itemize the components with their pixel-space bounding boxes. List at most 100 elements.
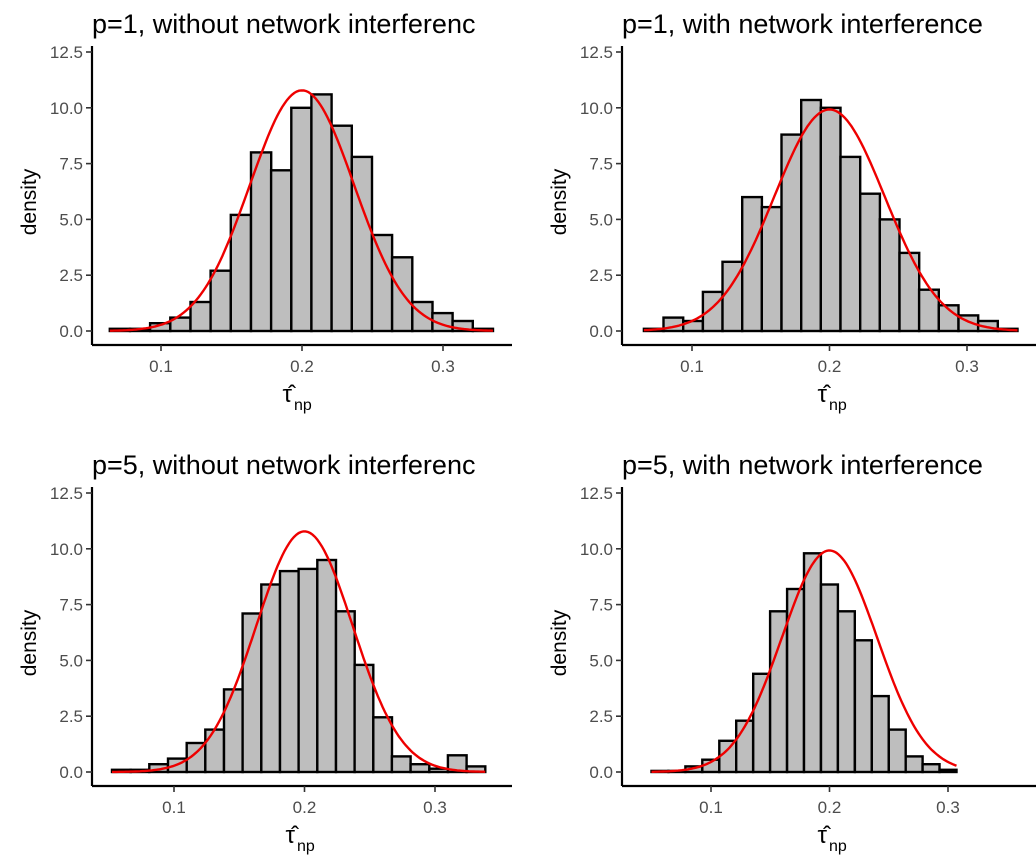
x-tick-label: 0.1 — [149, 357, 173, 376]
histogram-bar — [446, 754, 468, 774]
y-tick-label: 0.0 — [59, 763, 83, 782]
axes-group: 0.0 2.5 5.0 7.5 10.0 12.5 0.1 0.2 0.3 — [50, 484, 512, 817]
y-tick-label: 2.5 — [589, 266, 613, 285]
histogram-bar — [278, 569, 300, 774]
histogram-bar — [760, 205, 783, 333]
x-tick-label: 0.3 — [936, 798, 960, 817]
histogram-bar — [334, 610, 356, 774]
x-tick-label: 0.2 — [290, 357, 314, 376]
density-curve — [112, 530, 486, 774]
y-tick-label: 2.5 — [59, 707, 83, 726]
histogram-bar — [353, 663, 375, 774]
x-tick-label: 0.2 — [293, 798, 317, 817]
histogram-bar — [290, 106, 313, 333]
x-axis-label-subscript: np — [829, 838, 847, 855]
x-axis-label-subscript: np — [297, 838, 315, 855]
histogram-bar — [409, 763, 431, 774]
histogram-bar — [222, 688, 244, 774]
histogram-bar — [372, 716, 394, 774]
histogram-bar — [350, 155, 374, 333]
y-axis-label: density — [548, 168, 571, 235]
x-tick-label: 0.1 — [699, 798, 723, 817]
histogram-bar — [390, 755, 412, 774]
density-curve — [109, 89, 493, 332]
y-tick-label: 12.5 — [580, 484, 613, 503]
panel-p5-with: p=5, with network interference density 0… — [548, 450, 1036, 855]
y-tick-label: 10.0 — [580, 540, 613, 559]
y-tick-label: 0.0 — [589, 763, 613, 782]
x-tick-label: 0.3 — [431, 357, 455, 376]
y-tick-label: 2.5 — [59, 266, 83, 285]
x-tick-label: 0.3 — [423, 798, 447, 817]
histogram-bar — [269, 169, 293, 333]
histogram-bar — [310, 93, 333, 333]
panel-title: p=5, with network interference — [622, 450, 983, 480]
panel-p1-with: p=1, with network interference density 0… — [548, 9, 1036, 414]
y-tick-label: 10.0 — [580, 99, 613, 118]
histogram-bar — [752, 672, 772, 774]
histogram-bar — [768, 610, 789, 774]
x-axis-label-subscript: np — [294, 397, 312, 414]
y-tick-label: 5.0 — [59, 210, 83, 229]
x-tick-label: 0.3 — [955, 357, 979, 376]
histogram-bar — [802, 552, 823, 774]
histogram-bar — [249, 151, 273, 333]
y-tick-label: 7.5 — [589, 155, 613, 174]
y-tick-label: 7.5 — [589, 596, 613, 615]
histogram-bar — [887, 728, 907, 774]
bars-group — [108, 93, 495, 333]
histogram-bar — [189, 300, 212, 333]
histogram-bar — [718, 739, 738, 774]
histogram-bar — [780, 133, 803, 333]
y-axis-label: density — [18, 168, 41, 235]
histogram-bar — [878, 218, 901, 333]
histogram-bar — [260, 583, 282, 774]
y-tick-label: 10.0 — [50, 540, 83, 559]
panel-title: p=1, without network interferenc — [92, 9, 475, 39]
histogram-bar — [330, 124, 354, 333]
histogram-bar — [370, 233, 394, 333]
histogram-bar — [836, 610, 857, 774]
histogram-bar — [316, 558, 338, 774]
y-tick-label: 7.5 — [59, 155, 83, 174]
panel-title: p=1, with network interference — [622, 9, 983, 39]
x-axis-label-subscript: np — [829, 397, 847, 414]
histogram-bar — [451, 319, 475, 333]
y-axis-label: density — [18, 609, 41, 676]
x-tick-label: 0.2 — [818, 357, 842, 376]
y-tick-label: 12.5 — [50, 484, 83, 503]
histogram-bar — [819, 106, 842, 333]
histogram-bar — [819, 583, 840, 774]
y-axis-label: density — [548, 609, 571, 676]
y-tick-label: 12.5 — [50, 43, 83, 62]
y-tick-label: 7.5 — [59, 596, 83, 615]
bars-group — [642, 98, 1019, 333]
histogram-bar — [229, 213, 253, 333]
histogram-bar — [204, 728, 226, 774]
density-curve — [643, 108, 1018, 332]
y-tick-label: 5.0 — [59, 651, 83, 670]
density-curve — [651, 549, 957, 773]
x-tick-label: 0.1 — [162, 798, 186, 817]
histogram-bar — [297, 567, 319, 774]
histogram-bar — [904, 755, 924, 774]
y-tick-label: 5.0 — [589, 651, 613, 670]
y-tick-label: 5.0 — [589, 210, 613, 229]
axes-group: 0.0 2.5 5.0 7.5 10.0 12.5 0.1 0.2 0.3 — [580, 43, 1036, 376]
bars-group — [110, 558, 487, 774]
histogram-bar — [411, 300, 434, 333]
axes-group: 0.0 2.5 5.0 7.5 10.0 12.5 0.1 0.2 0.3 — [50, 43, 512, 376]
axes-group: 0.0 2.5 5.0 7.5 10.0 12.5 0.1 0.2 0.3 — [580, 484, 1036, 817]
panel-p5-without: p=5, without network interferenc density… — [18, 450, 512, 855]
panel-title: p=5, without network interferenc — [92, 450, 475, 480]
bars-group — [650, 552, 958, 774]
histogram-bar — [209, 269, 233, 333]
histogram-bar — [800, 98, 823, 333]
y-tick-label: 10.0 — [50, 99, 83, 118]
panel-p1-without: p=1, without network interferenc density… — [18, 9, 512, 414]
histogram-bar — [839, 155, 862, 333]
y-tick-label: 2.5 — [589, 707, 613, 726]
histogram-bar — [921, 763, 941, 774]
histogram-bar — [859, 192, 882, 333]
